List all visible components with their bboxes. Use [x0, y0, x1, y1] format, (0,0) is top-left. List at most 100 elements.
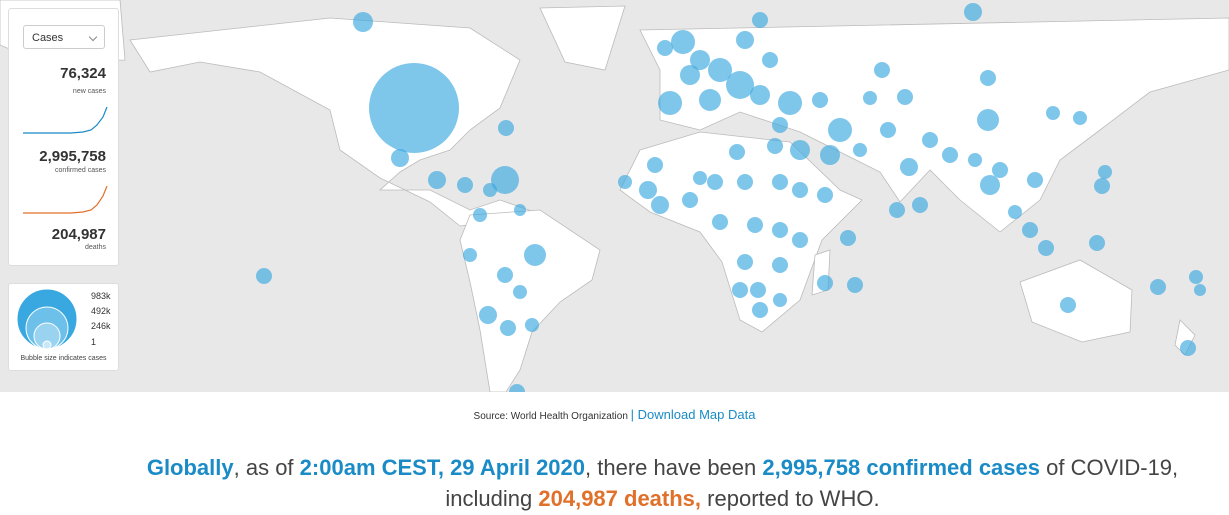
country-bubble[interactable]	[690, 50, 710, 70]
country-bubble[interactable]	[1180, 340, 1196, 356]
country-bubble[interactable]	[1046, 106, 1060, 120]
country-bubble[interactable]	[772, 222, 788, 238]
country-bubble[interactable]	[736, 31, 754, 49]
country-bubble[interactable]	[737, 174, 753, 190]
country-bubble[interactable]	[752, 12, 768, 28]
country-bubble[interactable]	[922, 132, 938, 148]
country-bubble[interactable]	[897, 89, 913, 105]
country-bubble[interactable]	[693, 171, 707, 185]
country-bubble[interactable]	[500, 320, 516, 336]
country-bubble[interactable]	[712, 214, 728, 230]
country-bubble[interactable]	[525, 318, 539, 332]
country-bubble[interactable]	[1098, 165, 1112, 179]
country-bubble[interactable]	[840, 230, 856, 246]
country-bubble[interactable]	[618, 175, 632, 189]
country-bubble[interactable]	[992, 162, 1008, 178]
country-bubble[interactable]	[820, 145, 840, 165]
country-bubble[interactable]	[514, 204, 526, 216]
country-bubble[interactable]	[1008, 205, 1022, 219]
country-bubble[interactable]	[1089, 235, 1105, 251]
country-bubble[interactable]	[699, 89, 721, 111]
country-bubble[interactable]	[737, 254, 753, 270]
country-bubble[interactable]	[778, 91, 802, 115]
country-bubble[interactable]	[750, 282, 766, 298]
country-bubble[interactable]	[498, 120, 514, 136]
country-bubble[interactable]	[473, 208, 487, 222]
world-map[interactable]	[0, 0, 1229, 392]
metric-selector[interactable]: Cases	[23, 25, 105, 49]
country-bubble[interactable]	[524, 244, 546, 266]
country-bubble[interactable]	[1150, 279, 1166, 295]
country-bubble[interactable]	[977, 109, 999, 131]
country-bubble[interactable]	[457, 177, 473, 193]
country-bubble[interactable]	[479, 306, 497, 324]
country-bubble[interactable]	[772, 174, 788, 190]
country-bubble[interactable]	[483, 183, 497, 197]
country-bubble[interactable]	[680, 65, 700, 85]
country-bubble[interactable]	[651, 196, 669, 214]
country-bubble[interactable]	[726, 71, 754, 99]
country-bubble[interactable]	[1027, 172, 1043, 188]
country-bubble[interactable]	[912, 197, 928, 213]
country-bubble[interactable]	[792, 182, 808, 198]
country-bubble[interactable]	[509, 384, 525, 392]
summary-text: Globally	[146, 455, 234, 480]
country-bubble[interactable]	[1194, 284, 1206, 296]
country-bubble[interactable]	[1060, 297, 1076, 313]
country-bubble[interactable]	[772, 257, 788, 273]
country-bubble[interactable]	[708, 58, 732, 82]
country-bubble[interactable]	[880, 122, 896, 138]
country-bubble[interactable]	[513, 285, 527, 299]
country-bubble[interactable]	[729, 144, 745, 160]
country-bubble[interactable]	[964, 3, 982, 21]
country-bubble[interactable]	[1189, 270, 1203, 284]
country-bubble[interactable]	[671, 30, 695, 54]
country-bubble[interactable]	[773, 293, 787, 307]
country-bubble[interactable]	[658, 91, 682, 115]
country-bubble[interactable]	[790, 140, 810, 160]
country-bubble[interactable]	[900, 158, 918, 176]
country-bubble[interactable]	[980, 175, 1000, 195]
country-bubble[interactable]	[792, 232, 808, 248]
country-bubble[interactable]	[1094, 178, 1110, 194]
country-bubble[interactable]	[747, 217, 763, 233]
country-bubble[interactable]	[353, 12, 373, 32]
country-bubble[interactable]	[647, 157, 663, 173]
country-bubble[interactable]	[762, 52, 778, 68]
country-bubble[interactable]	[1073, 111, 1087, 125]
country-bubble[interactable]	[817, 275, 833, 291]
country-bubble[interactable]	[772, 117, 788, 133]
legend-label: 492k	[91, 306, 111, 316]
country-bubble[interactable]	[817, 187, 833, 203]
country-bubble[interactable]	[497, 267, 513, 283]
country-bubble[interactable]	[812, 92, 828, 108]
country-bubble[interactable]	[874, 62, 890, 78]
country-bubble[interactable]	[256, 268, 272, 284]
country-bubble[interactable]	[750, 85, 770, 105]
country-bubble[interactable]	[828, 118, 852, 142]
download-link[interactable]: | Download Map Data	[630, 407, 756, 422]
country-bubble[interactable]	[968, 153, 982, 167]
country-bubble[interactable]	[889, 202, 905, 218]
country-bubble[interactable]	[980, 70, 996, 86]
country-bubble[interactable]	[732, 282, 748, 298]
country-bubble[interactable]	[428, 171, 446, 189]
country-bubble[interactable]	[853, 143, 867, 157]
country-bubble[interactable]	[1038, 240, 1054, 256]
country-bubble[interactable]	[863, 91, 877, 105]
country-bubble[interactable]	[942, 147, 958, 163]
country-bubble[interactable]	[767, 138, 783, 154]
country-bubble[interactable]	[639, 181, 657, 199]
country-bubble[interactable]	[657, 40, 673, 56]
country-bubble[interactable]	[682, 192, 698, 208]
country-bubble[interactable]	[752, 302, 768, 318]
country-bubble[interactable]	[1022, 222, 1038, 238]
country-bubble[interactable]	[847, 277, 863, 293]
country-bubble[interactable]	[369, 63, 459, 153]
stat-label: deaths	[84, 244, 106, 251]
country-bubble[interactable]	[707, 174, 723, 190]
country-bubble[interactable]	[463, 248, 477, 262]
country-bubble[interactable]	[491, 166, 519, 194]
country-bubble[interactable]	[391, 149, 409, 167]
